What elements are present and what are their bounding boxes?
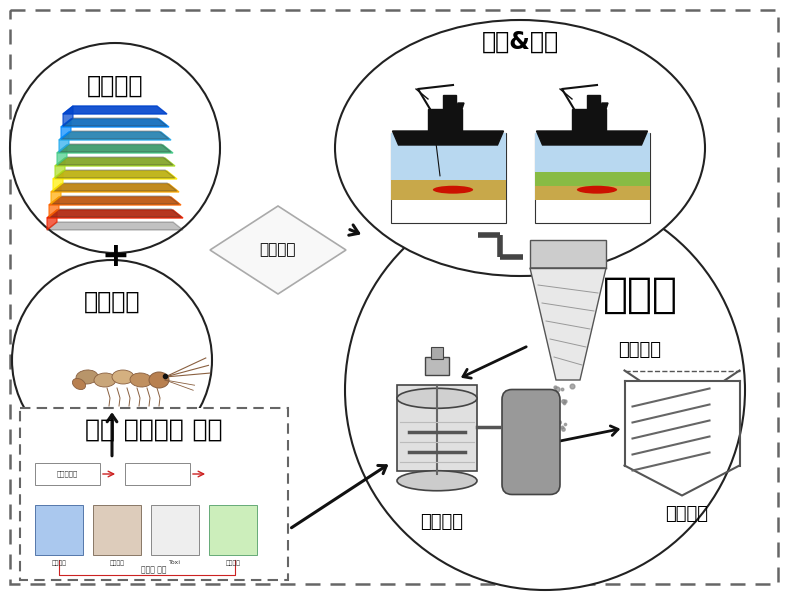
Text: 준설&피복: 준설&피복 (481, 30, 559, 54)
Text: 독성평가: 독성평가 (110, 560, 125, 566)
Polygon shape (59, 144, 171, 152)
FancyBboxPatch shape (502, 390, 560, 495)
Polygon shape (55, 170, 175, 178)
Polygon shape (393, 131, 503, 145)
Polygon shape (63, 118, 167, 126)
Polygon shape (428, 109, 462, 131)
Polygon shape (587, 95, 600, 109)
Bar (390, 133, 506, 180)
Polygon shape (63, 106, 167, 114)
Text: 시재료 보포: 시재료 보포 (141, 566, 167, 575)
Polygon shape (59, 132, 171, 140)
Polygon shape (57, 157, 173, 165)
Bar (535, 133, 649, 223)
Polygon shape (53, 171, 63, 191)
Bar (390, 133, 506, 223)
Bar (530, 240, 606, 268)
Text: 입경분리: 입경분리 (618, 341, 661, 359)
Polygon shape (53, 171, 177, 179)
Polygon shape (61, 119, 169, 127)
Polygon shape (530, 268, 606, 380)
Polygon shape (59, 132, 69, 152)
Polygon shape (55, 158, 175, 166)
Polygon shape (57, 145, 173, 153)
Ellipse shape (397, 471, 477, 491)
Ellipse shape (149, 372, 169, 388)
Bar (425, 356, 449, 374)
Polygon shape (210, 206, 346, 294)
Bar (125, 463, 190, 485)
Circle shape (10, 43, 220, 253)
Polygon shape (51, 196, 179, 204)
Polygon shape (51, 184, 179, 192)
Bar (535, 133, 649, 180)
Bar (390, 180, 506, 200)
Text: 퇴적예측: 퇴적예측 (87, 74, 143, 98)
Ellipse shape (76, 370, 98, 384)
Text: 통합 관리체계 구축: 통합 관리체계 구축 (85, 418, 223, 442)
Text: +: + (101, 240, 129, 273)
Polygon shape (61, 119, 71, 139)
Polygon shape (443, 95, 456, 109)
Text: Toxi: Toxi (169, 560, 181, 565)
Ellipse shape (433, 186, 473, 194)
Polygon shape (51, 184, 61, 204)
Ellipse shape (397, 389, 477, 408)
Ellipse shape (335, 20, 705, 276)
Text: 퇴적예측: 퇴적예측 (51, 560, 66, 566)
Polygon shape (49, 197, 181, 205)
Ellipse shape (73, 378, 85, 390)
Polygon shape (49, 197, 59, 217)
Text: 고도산화: 고도산화 (420, 513, 464, 530)
Polygon shape (49, 209, 181, 217)
Polygon shape (47, 222, 183, 230)
Bar (535, 180, 649, 200)
Ellipse shape (112, 370, 134, 384)
Text: 고액분리: 고액분리 (665, 504, 709, 523)
Bar (151, 505, 199, 555)
Polygon shape (61, 131, 169, 139)
Polygon shape (456, 103, 464, 109)
Circle shape (345, 190, 745, 590)
Bar (209, 505, 257, 555)
Ellipse shape (94, 373, 116, 387)
Bar (431, 346, 443, 359)
Polygon shape (53, 183, 177, 191)
Text: 독성평가: 독성평가 (84, 290, 141, 314)
Text: 무해화: 무해화 (603, 274, 678, 316)
Ellipse shape (130, 373, 152, 387)
Text: 의사결정: 의사결정 (260, 243, 296, 257)
Bar (397, 384, 477, 471)
Bar (35, 463, 100, 485)
Bar (535, 172, 649, 186)
Circle shape (12, 260, 212, 460)
Bar (93, 505, 141, 555)
Polygon shape (63, 106, 73, 126)
Text: 화산방지: 화산방지 (225, 560, 240, 566)
Bar (35, 505, 83, 555)
Polygon shape (55, 158, 65, 178)
FancyBboxPatch shape (20, 408, 288, 580)
Ellipse shape (577, 186, 617, 194)
Polygon shape (57, 145, 67, 165)
Polygon shape (572, 109, 606, 131)
Polygon shape (600, 103, 608, 109)
Text: 오염제거기: 오염제거기 (56, 471, 77, 477)
Polygon shape (536, 131, 648, 145)
Polygon shape (47, 210, 183, 218)
Polygon shape (47, 210, 57, 230)
